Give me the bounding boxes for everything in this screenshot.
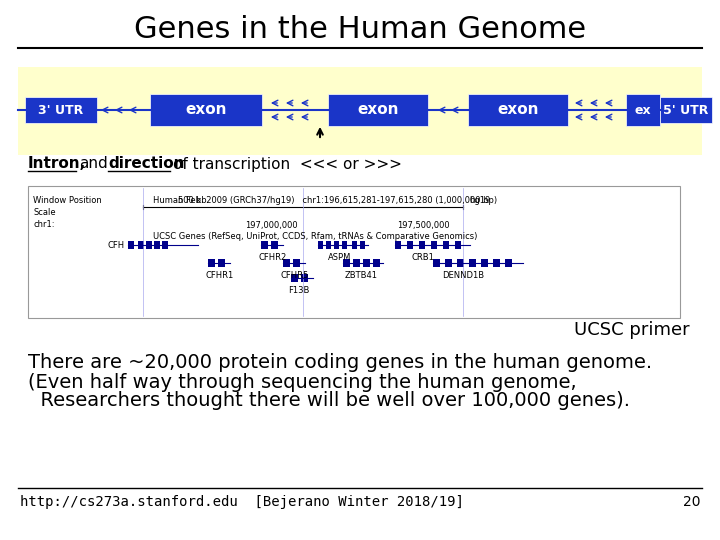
Bar: [468, 94, 568, 126]
Bar: [128, 241, 134, 249]
Bar: [407, 241, 413, 249]
Text: ZBTB41: ZBTB41: [344, 271, 377, 280]
Bar: [25, 97, 97, 123]
Text: Intron,: Intron,: [28, 157, 86, 172]
Bar: [457, 259, 464, 267]
Text: CFHR2: CFHR2: [259, 253, 287, 262]
Text: 197,500,000: 197,500,000: [397, 221, 449, 230]
Bar: [343, 259, 350, 267]
Bar: [443, 241, 449, 249]
Text: 20: 20: [683, 495, 700, 509]
Bar: [493, 259, 500, 267]
Bar: [208, 259, 215, 267]
Bar: [481, 259, 488, 267]
Bar: [318, 241, 323, 249]
Text: hg19: hg19: [469, 196, 490, 205]
Bar: [626, 94, 660, 126]
Text: CFHR1: CFHR1: [206, 271, 234, 280]
Bar: [469, 259, 476, 267]
Bar: [360, 241, 365, 249]
Bar: [505, 259, 512, 267]
Bar: [353, 259, 360, 267]
Bar: [455, 241, 461, 249]
Text: Human Feb. 2009 (GRCh37/hg19)   chr1:196,615,281-197,615,280 (1,000,000 bp): Human Feb. 2009 (GRCh37/hg19) chr1:196,6…: [153, 196, 497, 205]
Text: ASPM: ASPM: [328, 253, 351, 262]
Text: direction: direction: [108, 157, 184, 172]
Bar: [363, 259, 370, 267]
Bar: [150, 94, 262, 126]
Text: exon: exon: [498, 103, 539, 118]
Text: There are ~20,000 protein coding genes in the human genome.: There are ~20,000 protein coding genes i…: [28, 353, 652, 372]
Text: http://cs273a.stanford.edu  [Bejerano Winter 2018/19]: http://cs273a.stanford.edu [Bejerano Win…: [20, 495, 464, 509]
Text: CRB1: CRB1: [412, 253, 434, 262]
Bar: [445, 259, 452, 267]
Text: UCSC Genes (RefSeq, UniProt, CCDS, Rfam, tRNAs & Comparative Genomics): UCSC Genes (RefSeq, UniProt, CCDS, Rfam,…: [153, 232, 477, 241]
Text: exon: exon: [185, 103, 227, 118]
Bar: [328, 94, 428, 126]
Bar: [138, 241, 144, 249]
Text: 5' UTR: 5' UTR: [663, 104, 708, 117]
Bar: [419, 241, 425, 249]
Text: F13B: F13B: [288, 286, 310, 295]
Text: 197,000,000: 197,000,000: [245, 221, 297, 230]
Bar: [146, 241, 152, 249]
Text: chr1:: chr1:: [33, 220, 55, 229]
Bar: [352, 241, 357, 249]
Bar: [431, 241, 437, 249]
Bar: [261, 241, 268, 249]
Text: Genes in the Human Genome: Genes in the Human Genome: [134, 16, 586, 44]
Bar: [28, 186, 680, 318]
Text: 500 kb: 500 kb: [178, 196, 207, 205]
Text: CFH: CFH: [108, 240, 125, 249]
Bar: [218, 259, 225, 267]
Bar: [293, 259, 300, 267]
Text: UCSC primer: UCSC primer: [575, 321, 690, 339]
Text: Researchers thought there will be well over 100,000 genes).: Researchers thought there will be well o…: [28, 390, 630, 409]
Text: (Even half way through sequencing the human genome,: (Even half way through sequencing the hu…: [28, 373, 577, 392]
Bar: [373, 259, 380, 267]
Text: of transcription  <<< or >>>: of transcription <<< or >>>: [173, 157, 402, 172]
Bar: [334, 241, 339, 249]
Bar: [660, 97, 712, 123]
Bar: [162, 241, 168, 249]
Bar: [326, 241, 331, 249]
Bar: [18, 67, 702, 155]
Bar: [301, 274, 308, 282]
Text: Window Position: Window Position: [33, 196, 102, 205]
Text: Scale: Scale: [33, 208, 55, 217]
Bar: [342, 241, 347, 249]
Bar: [395, 241, 401, 249]
Text: ex: ex: [635, 104, 652, 117]
Bar: [271, 241, 278, 249]
Text: 3' UTR: 3' UTR: [38, 104, 84, 117]
Bar: [283, 259, 290, 267]
Text: and: and: [79, 157, 108, 172]
Text: DENND1B: DENND1B: [442, 271, 484, 280]
Bar: [433, 259, 440, 267]
Bar: [291, 274, 298, 282]
Bar: [154, 241, 160, 249]
Text: exon: exon: [357, 103, 399, 118]
Text: CFHR5: CFHR5: [281, 271, 309, 280]
